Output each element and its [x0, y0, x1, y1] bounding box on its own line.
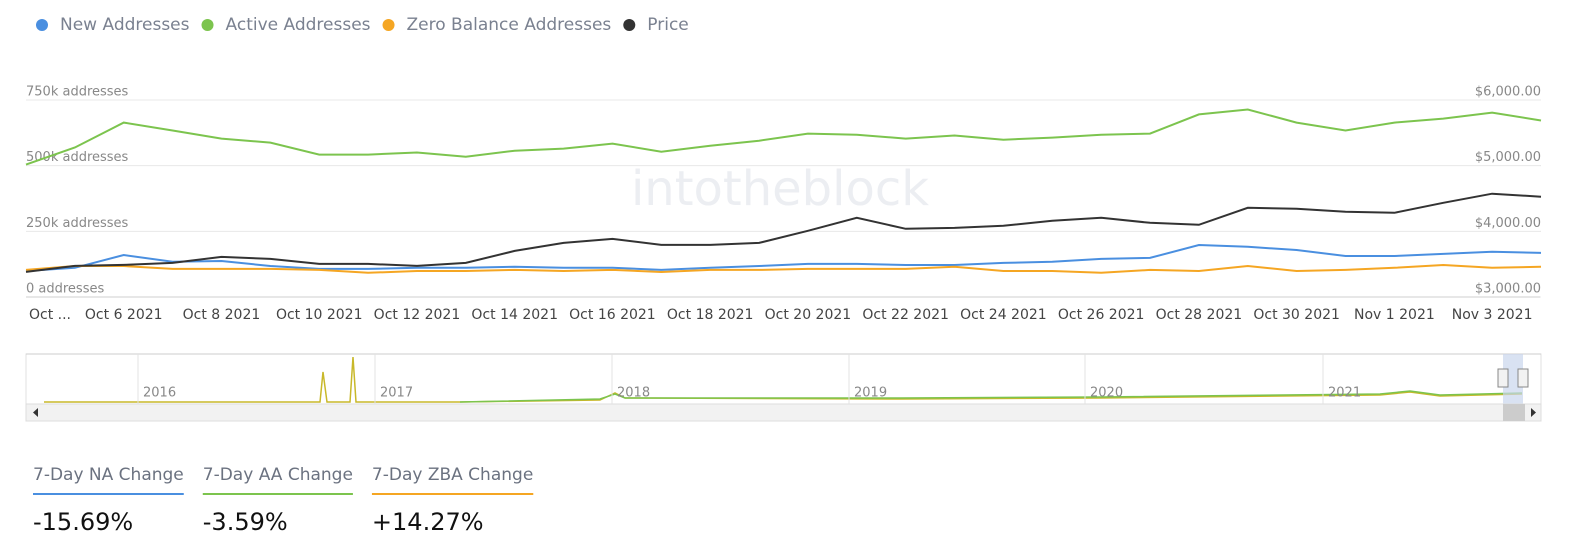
- y2-tick-label: $4,000.00: [1475, 216, 1541, 231]
- x-tick-label: Oct 24 2021: [960, 307, 1047, 323]
- y-tick-label: 0 addresses: [26, 282, 104, 297]
- stat-label[interactable]: 7-Day AA Change: [203, 465, 353, 485]
- x-tick-label: Oct 12 2021: [374, 307, 461, 323]
- y2-tick-label: $3,000.00: [1475, 282, 1541, 297]
- navigator-handle[interactable]: [1517, 368, 1529, 388]
- scrollbar-thumb[interactable]: [1503, 404, 1525, 421]
- legend-label[interactable]: Active Addresses: [226, 15, 371, 35]
- navigator-frame: [25, 353, 1542, 405]
- navigator-label: 2019: [854, 386, 887, 401]
- x-tick-label: Oct 10 2021: [276, 307, 363, 323]
- y-tick-label: 500k addresses: [26, 150, 129, 165]
- x-tick-label: Oct 6 2021: [85, 307, 163, 323]
- x-tick-label: Oct 28 2021: [1156, 307, 1243, 323]
- legend-label[interactable]: Zero Balance Addresses: [407, 15, 612, 35]
- x-tick-label: Nov 1 2021: [1354, 307, 1435, 323]
- y2-tick-label: $5,000.00: [1475, 150, 1541, 165]
- legend-label[interactable]: New Addresses: [60, 15, 190, 35]
- stat-value: -3.59%: [203, 508, 288, 536]
- legend-marker: [36, 19, 48, 31]
- y-tick-label: 250k addresses: [26, 216, 129, 231]
- navigator-handle[interactable]: [1497, 368, 1509, 388]
- x-tick-label: Oct 26 2021: [1058, 307, 1145, 323]
- navigator-label: 2016: [143, 386, 176, 401]
- x-tick-label: Oct 18 2021: [667, 307, 754, 323]
- series-line: [25, 192, 1542, 273]
- scroll-right[interactable]: [1531, 408, 1536, 417]
- stat-value: +14.27%: [372, 508, 484, 536]
- scroll-left[interactable]: [33, 408, 38, 417]
- navigator-selection[interactable]: [1503, 354, 1523, 404]
- x-tick-label: Oct 20 2021: [765, 307, 852, 323]
- series-line: [25, 243, 1542, 272]
- x-tick-label: Oct ...: [29, 307, 71, 323]
- legend-marker: [382, 19, 395, 31]
- legend-marker: [623, 19, 636, 31]
- x-tick-label: Oct 22 2021: [862, 307, 949, 323]
- stat-value: -15.69%: [33, 508, 133, 536]
- y2-tick-label: $6,000.00: [1475, 85, 1541, 100]
- scrollbar[interactable]: [25, 403, 1542, 422]
- series-line: [25, 263, 1542, 274]
- stat-label[interactable]: 7-Day NA Change: [33, 465, 184, 485]
- x-tick-label: Oct 8 2021: [183, 307, 261, 323]
- x-tick-label: Oct 16 2021: [569, 307, 656, 323]
- navigator: [25, 353, 1542, 422]
- navigator-line: [459, 390, 1523, 403]
- legend-marker: [201, 19, 214, 31]
- x-tick-label: Nov 3 2021: [1452, 307, 1533, 323]
- series-line: [25, 108, 1542, 166]
- navigator-label: 2020: [1090, 386, 1123, 401]
- stat-label[interactable]: 7-Day ZBA Change: [372, 465, 533, 485]
- legend-label[interactable]: Price: [647, 15, 688, 35]
- navigator-line: [44, 356, 1523, 403]
- navigator-label: 2017: [380, 386, 413, 401]
- y-tick-label: 750k addresses: [26, 85, 129, 100]
- navigator-label: 2018: [617, 386, 650, 401]
- navigator-label: 2021: [1328, 386, 1361, 401]
- x-tick-label: Oct 30 2021: [1253, 307, 1340, 323]
- x-tick-label: Oct 14 2021: [471, 307, 558, 323]
- watermark: intotheblock: [631, 161, 929, 217]
